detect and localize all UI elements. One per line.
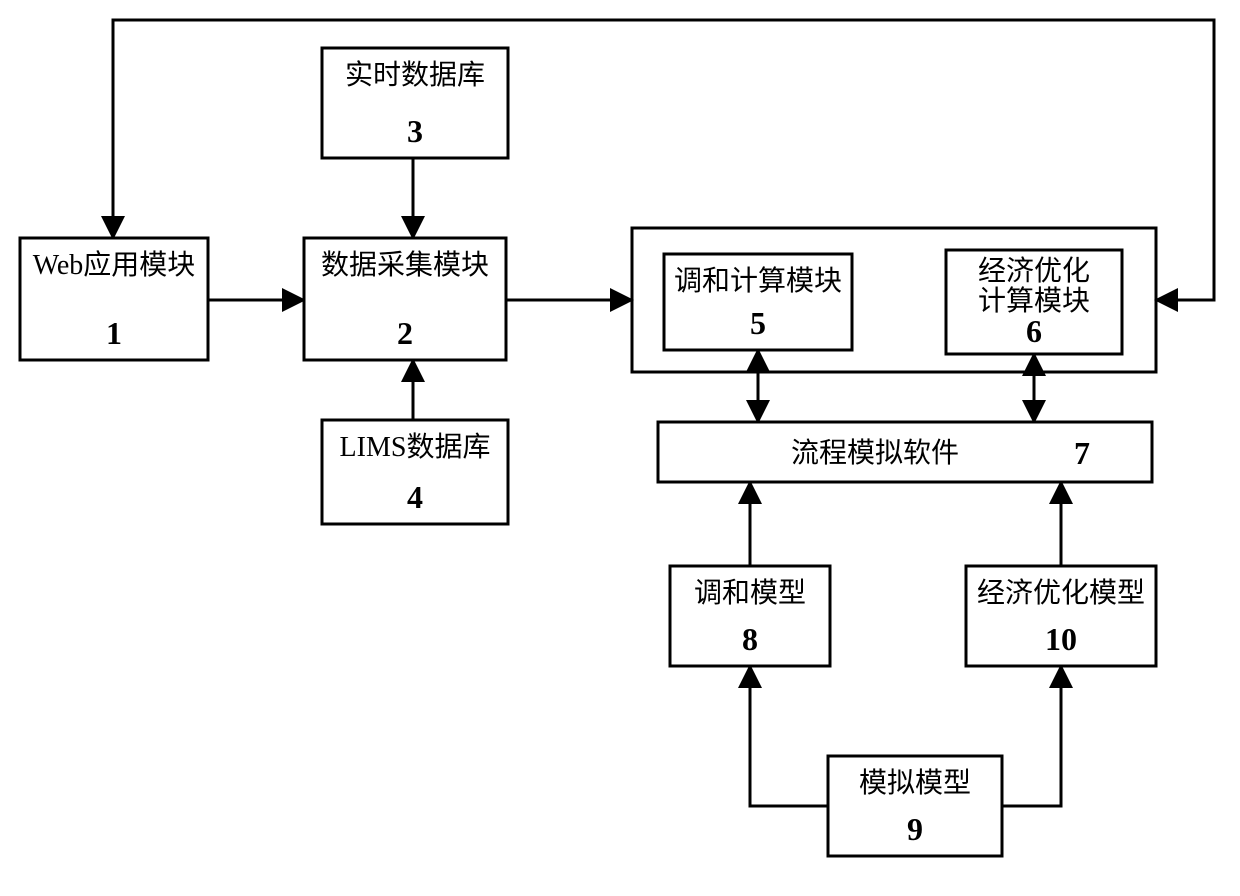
node-number: 4 — [407, 479, 423, 515]
node-label: 调和模型 — [694, 577, 806, 609]
edge-e9-8 — [750, 666, 828, 806]
node-n7: 流程模拟软件 7 — [658, 422, 1152, 482]
node-number: 5 — [750, 305, 766, 341]
node-label-line1: 经济优化 — [978, 255, 1090, 287]
node-label: 模拟模型 — [859, 767, 971, 799]
node-label: Web应用模块 — [33, 249, 196, 281]
node-n10: 经济优化模型 10 — [966, 566, 1156, 666]
node-number: 9 — [907, 811, 923, 847]
node-number: 8 — [742, 621, 758, 657]
node-number: 3 — [407, 113, 423, 149]
node-label: 经济优化模型 — [977, 577, 1145, 609]
node-label: 数据采集模块 — [321, 249, 489, 281]
node-label: 实时数据库 — [345, 59, 485, 91]
node-number: 6 — [1026, 313, 1042, 349]
flowchart-canvas: Web应用模块 1 数据采集模块 2 实时数据库 3 LIMS数据库 4 调和计算模块 5 经济优化… — [0, 0, 1240, 896]
node-number: 10 — [1045, 621, 1077, 657]
node-number: 1 — [106, 315, 122, 351]
edge-e9-10 — [1002, 666, 1061, 806]
node-n2: 数据采集模块 2 — [304, 238, 506, 360]
node-label: 调和计算模块 — [674, 265, 842, 297]
node-n4: LIMS数据库 4 — [322, 420, 508, 524]
node-n1: Web应用模块 1 — [20, 238, 208, 360]
node-label: LIMS数据库 — [340, 431, 491, 463]
node-n8: 调和模型 8 — [670, 566, 830, 666]
node-n6: 经济优化计算模块6 — [946, 250, 1122, 354]
node-n3: 实时数据库 3 — [322, 48, 508, 158]
node-n9: 模拟模型 9 — [828, 756, 1002, 856]
node-number: 7 — [1074, 435, 1090, 471]
node-n5: 调和计算模块 5 — [664, 254, 852, 350]
node-number: 2 — [397, 315, 413, 351]
node-label: 流程模拟软件 — [791, 437, 959, 469]
